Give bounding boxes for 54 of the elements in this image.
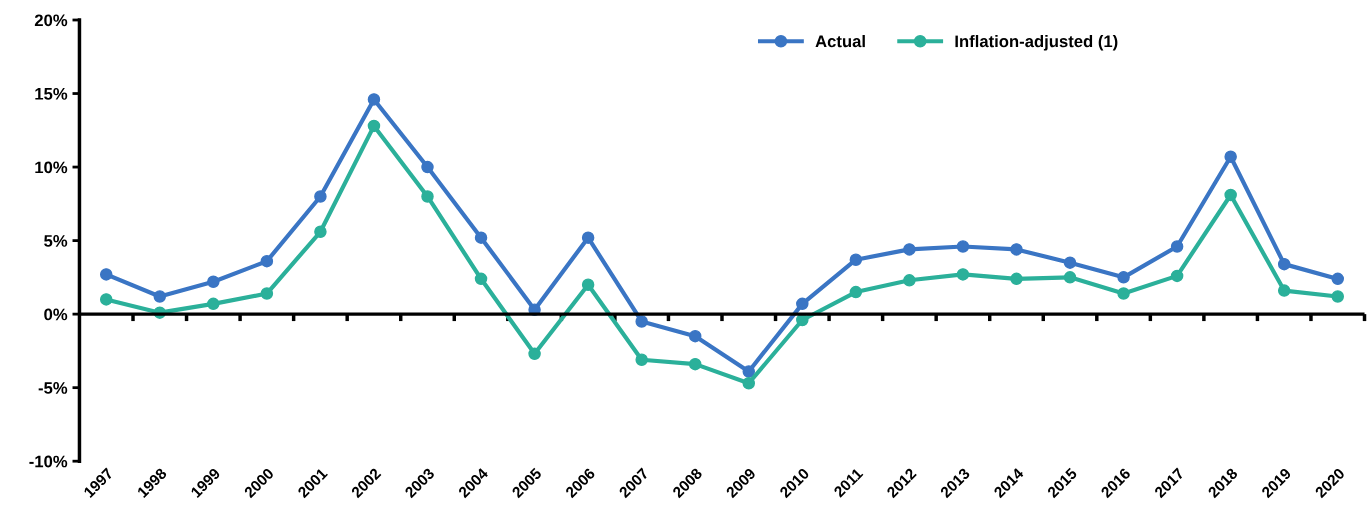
legend-label: Actual — [815, 35, 865, 48]
y-tick-label: -5% — [38, 382, 68, 394]
point — [849, 285, 863, 299]
point — [1063, 271, 1077, 284]
point — [688, 329, 702, 343]
point — [903, 274, 916, 287]
point — [849, 253, 863, 266]
point — [474, 272, 488, 286]
point — [367, 93, 381, 106]
point — [1010, 243, 1023, 256]
point — [207, 275, 220, 289]
point — [956, 240, 970, 253]
point — [367, 119, 381, 133]
y-tick-label: 10% — [35, 161, 68, 174]
point — [688, 357, 702, 371]
point — [956, 268, 970, 281]
point — [260, 287, 274, 300]
point — [635, 315, 648, 328]
point — [742, 365, 756, 378]
point — [314, 225, 327, 239]
legend-label: Inflation-adjusted (1) — [955, 35, 1118, 51]
point — [1117, 271, 1130, 284]
point — [1170, 269, 1184, 283]
y-tick-label: 5% — [44, 235, 68, 247]
point — [421, 190, 434, 203]
y-tick-label: 20% — [34, 14, 68, 27]
point — [581, 231, 595, 244]
point — [1170, 240, 1184, 253]
point — [207, 297, 220, 311]
point — [99, 268, 113, 281]
point — [153, 290, 167, 303]
y-tick-label: 15% — [35, 87, 68, 100]
point — [99, 293, 113, 306]
point — [1331, 290, 1344, 303]
point — [742, 376, 756, 390]
point — [796, 297, 809, 311]
point — [421, 160, 434, 174]
point — [1277, 257, 1291, 271]
point — [1224, 150, 1237, 164]
point — [1117, 287, 1130, 300]
point — [1063, 256, 1077, 269]
point — [528, 347, 541, 361]
point — [1010, 272, 1023, 286]
point — [474, 231, 488, 244]
point — [1224, 188, 1237, 202]
point — [581, 278, 595, 291]
point — [260, 254, 274, 268]
point — [1277, 284, 1291, 297]
y-tick-label: -10% — [29, 455, 68, 468]
point — [903, 243, 916, 256]
y-tick-label: 0% — [44, 308, 68, 321]
point — [1331, 272, 1344, 286]
point — [314, 190, 327, 203]
point — [635, 353, 648, 366]
